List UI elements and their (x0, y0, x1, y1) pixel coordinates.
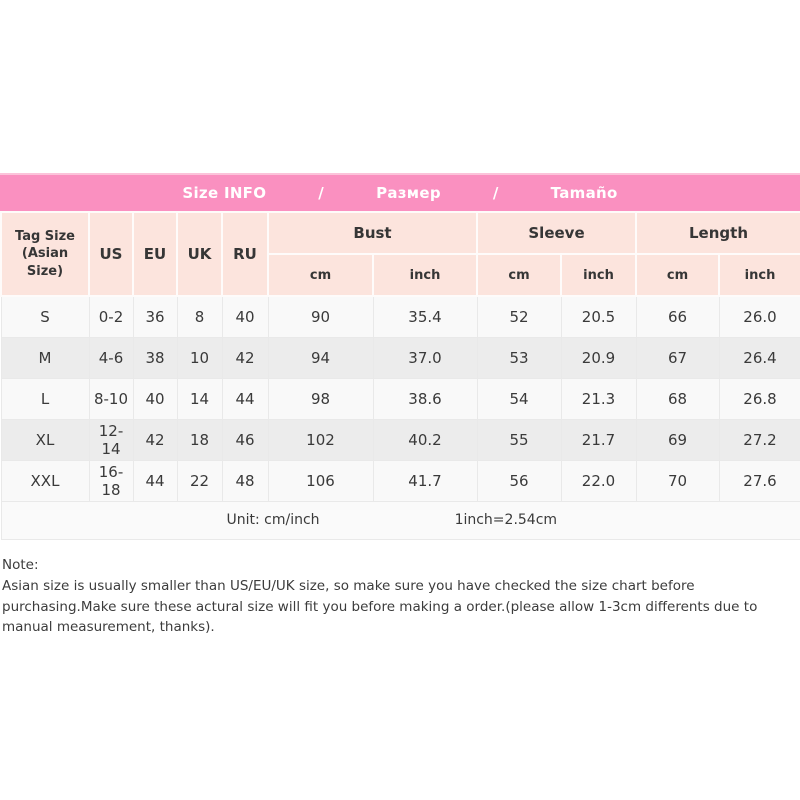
col-group-bust: Bust (267, 211, 478, 255)
unit-footer-content: Unit: cm/inch 1inch=2.54cm (2, 512, 800, 528)
cell-us: 12-14 (88, 418, 134, 461)
col-header-eu: EU (132, 211, 178, 297)
cell-sleeve-inch: 20.9 (560, 336, 637, 379)
cell-eu: 40 (132, 377, 178, 420)
cell-tag: S (0, 295, 90, 338)
cell-sleeve-cm: 53 (476, 336, 562, 379)
cell-us: 16-18 (88, 459, 134, 502)
note-body: Asian size is usually smaller than US/EU… (2, 578, 758, 635)
cell-sleeve-cm: 55 (476, 418, 562, 461)
cell-bust-cm: 90 (267, 295, 374, 338)
size-info-banner: Size INFO / Размер / Tamaño (0, 173, 800, 211)
tag-size-line2: (Asian Size) (21, 246, 69, 279)
cell-ru: 42 (221, 336, 269, 379)
cell-length-cm: 67 (635, 336, 720, 379)
note-heading: Note: (2, 557, 39, 573)
col-group-length: Length (635, 211, 800, 255)
col-header-uk: UK (176, 211, 223, 297)
col-header-sleeve-inch: inch (560, 253, 637, 297)
cell-ru: 44 (221, 377, 269, 420)
cell-us: 8-10 (88, 377, 134, 420)
cell-bust-cm: 98 (267, 377, 374, 420)
cell-ru: 48 (221, 459, 269, 502)
table-header: Tag Size (Asian Size) US EU UK RU Bust S… (0, 211, 800, 297)
cell-bust-inch: 37.0 (372, 336, 478, 379)
cell-us: 4-6 (88, 336, 134, 379)
cell-length-inch: 27.2 (718, 418, 800, 461)
cell-tag: XL (0, 418, 90, 461)
cell-length-inch: 27.6 (718, 459, 800, 502)
cell-ru: 40 (221, 295, 269, 338)
banner-separator: / (318, 184, 325, 202)
table-row-m: M 4-6 38 10 42 94 37.0 53 20.9 67 26.4 (0, 336, 800, 379)
inch-conversion-label: 1inch=2.54cm (454, 512, 558, 528)
cell-length-inch: 26.4 (718, 336, 800, 379)
cell-uk: 22 (176, 459, 223, 502)
cell-us: 0-2 (88, 295, 134, 338)
size-table: Tag Size (Asian Size) US EU UK RU Bust S… (0, 211, 800, 540)
table-row-xxl: XXL 16-18 44 22 48 106 41.7 56 22.0 70 2… (0, 459, 800, 502)
cell-uk: 18 (176, 418, 223, 461)
cell-length-cm: 69 (635, 418, 720, 461)
cell-sleeve-cm: 56 (476, 459, 562, 502)
cell-tag: L (0, 377, 90, 420)
tag-size-line1: Tag Size (15, 228, 75, 244)
table-body: S 0-2 36 8 40 90 35.4 52 20.5 66 26.0 M … (0, 295, 800, 540)
cell-length-inch: 26.8 (718, 377, 800, 420)
cell-eu: 38 (132, 336, 178, 379)
banner-label-tamano: Tamaño (550, 184, 618, 202)
cell-sleeve-inch: 22.0 (560, 459, 637, 502)
cell-eu: 44 (132, 459, 178, 502)
cell-sleeve-cm: 52 (476, 295, 562, 338)
col-header-bust-cm: cm (267, 253, 374, 297)
cell-bust-cm: 106 (267, 459, 374, 502)
note-section: Note: Asian size is usually smaller than… (2, 555, 796, 637)
cell-eu: 42 (132, 418, 178, 461)
unit-footer-cell: Unit: cm/inch 1inch=2.54cm (0, 500, 800, 540)
cell-bust-cm: 102 (267, 418, 374, 461)
banner-label-size-info: Size INFO (182, 184, 267, 202)
cell-length-cm: 66 (635, 295, 720, 338)
cell-bust-inch: 41.7 (372, 459, 478, 502)
cell-uk: 8 (176, 295, 223, 338)
unit-label: Unit: cm/inch (226, 512, 320, 528)
cell-ru: 46 (221, 418, 269, 461)
col-header-length-cm: cm (635, 253, 720, 297)
col-header-sleeve-cm: cm (476, 253, 562, 297)
cell-length-inch: 26.0 (718, 295, 800, 338)
table-row-xl: XL 12-14 42 18 46 102 40.2 55 21.7 69 27… (0, 418, 800, 461)
cell-uk: 14 (176, 377, 223, 420)
cell-bust-cm: 94 (267, 336, 374, 379)
cell-bust-inch: 40.2 (372, 418, 478, 461)
col-header-us: US (88, 211, 134, 297)
banner-separator: / (492, 184, 499, 202)
header-row-groups: Tag Size (Asian Size) US EU UK RU Bust S… (0, 211, 800, 297)
table-row-s: S 0-2 36 8 40 90 35.4 52 20.5 66 26.0 (0, 295, 800, 338)
cell-sleeve-cm: 54 (476, 377, 562, 420)
banner-label-razmer: Размер (376, 184, 441, 202)
cell-eu: 36 (132, 295, 178, 338)
cell-sleeve-inch: 21.3 (560, 377, 637, 420)
col-group-sleeve: Sleeve (476, 211, 637, 255)
cell-sleeve-inch: 21.7 (560, 418, 637, 461)
cell-tag: M (0, 336, 90, 379)
cell-bust-inch: 35.4 (372, 295, 478, 338)
unit-footer-row: Unit: cm/inch 1inch=2.54cm (0, 500, 800, 540)
col-header-length-inch: inch (718, 253, 800, 297)
cell-uk: 10 (176, 336, 223, 379)
col-header-bust-inch: inch (372, 253, 478, 297)
cell-bust-inch: 38.6 (372, 377, 478, 420)
cell-sleeve-inch: 20.5 (560, 295, 637, 338)
table-row-l: L 8-10 40 14 44 98 38.6 54 21.3 68 26.8 (0, 377, 800, 420)
cell-length-cm: 70 (635, 459, 720, 502)
col-header-ru: RU (221, 211, 269, 297)
header-row-units: cm inch cm inch cm inch (1, 253, 800, 297)
cell-length-cm: 68 (635, 377, 720, 420)
col-header-tag-size: Tag Size (Asian Size) (0, 211, 90, 297)
cell-tag: XXL (0, 459, 90, 502)
